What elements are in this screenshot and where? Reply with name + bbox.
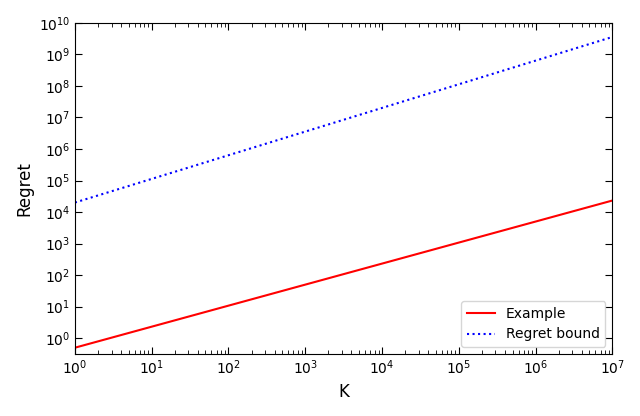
Regret bound [71,200,79,205]
X-axis label: K: K [338,383,349,401]
Regret bound [609,35,616,40]
Example [99,338,106,343]
Line: Regret bound: Regret bound [75,37,612,203]
Regret bound [332,119,340,124]
Example [71,345,79,350]
Example [332,274,340,279]
Example [593,202,600,207]
Regret bound [593,40,600,45]
Regret bound [318,124,326,129]
Regret bound [593,39,601,44]
Example [609,198,616,203]
Example [318,277,326,282]
Example [593,202,601,207]
Example [494,229,502,234]
Regret bound [99,192,106,197]
Line: Example: Example [75,201,612,348]
Regret bound [494,69,502,74]
Y-axis label: Regret: Regret [15,161,33,216]
Legend: Example, Regret bound: Example, Regret bound [461,301,605,347]
